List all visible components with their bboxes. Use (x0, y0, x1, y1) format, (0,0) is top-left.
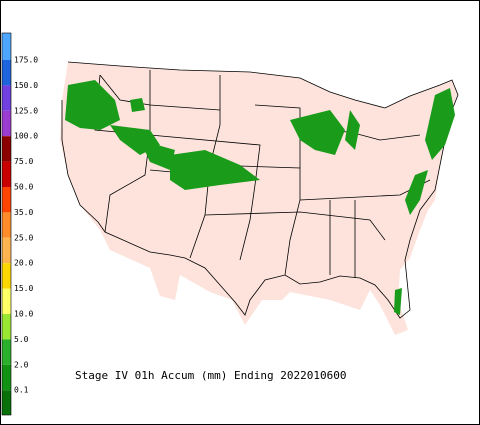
color-swatch (2, 110, 11, 137)
color-swatch (2, 390, 11, 415)
color-swatch (2, 237, 11, 264)
color-swatch (2, 187, 11, 213)
legend-label: 25.0 (14, 233, 33, 242)
color-swatch (2, 263, 11, 289)
color-swatch (2, 161, 11, 187)
legend-label: 15.0 (14, 284, 33, 293)
legend-label: 10.0 (14, 310, 33, 319)
legend-label: 20.0 (14, 259, 33, 268)
color-swatch (2, 288, 11, 314)
legend-label: 5.0 (14, 335, 29, 344)
color-swatch (2, 85, 11, 111)
legend-label: 75.0 (14, 157, 33, 166)
color-swatch (2, 339, 11, 365)
color-swatch (2, 136, 11, 162)
legend-label: 0.1 (14, 386, 29, 395)
legend-label: 125.0 (14, 106, 38, 115)
legend-label: 150.0 (14, 81, 38, 90)
legend-label: 2.0 (14, 360, 29, 369)
color-swatch (2, 314, 11, 340)
color-bar: 175.0 150.0 125.0 100.0 75.0 50.0 35.0 25.0 20.0… (1, 32, 38, 416)
precipitation-areas (65, 80, 455, 315)
legend-label: 50.0 (14, 183, 33, 192)
color-bar-outline (1, 32, 12, 416)
color-swatch (2, 60, 11, 86)
map (60, 61, 459, 335)
legend-label: 175.0 (14, 56, 38, 65)
color-swatch (2, 212, 11, 238)
legend-label: 100.0 (14, 132, 38, 141)
legend-label: 35.0 (14, 208, 33, 217)
color-swatch (2, 33, 11, 60)
color-swatch (2, 364, 11, 391)
map-title: Stage IV 01h Accum (mm) Ending 202201060… (75, 369, 347, 382)
